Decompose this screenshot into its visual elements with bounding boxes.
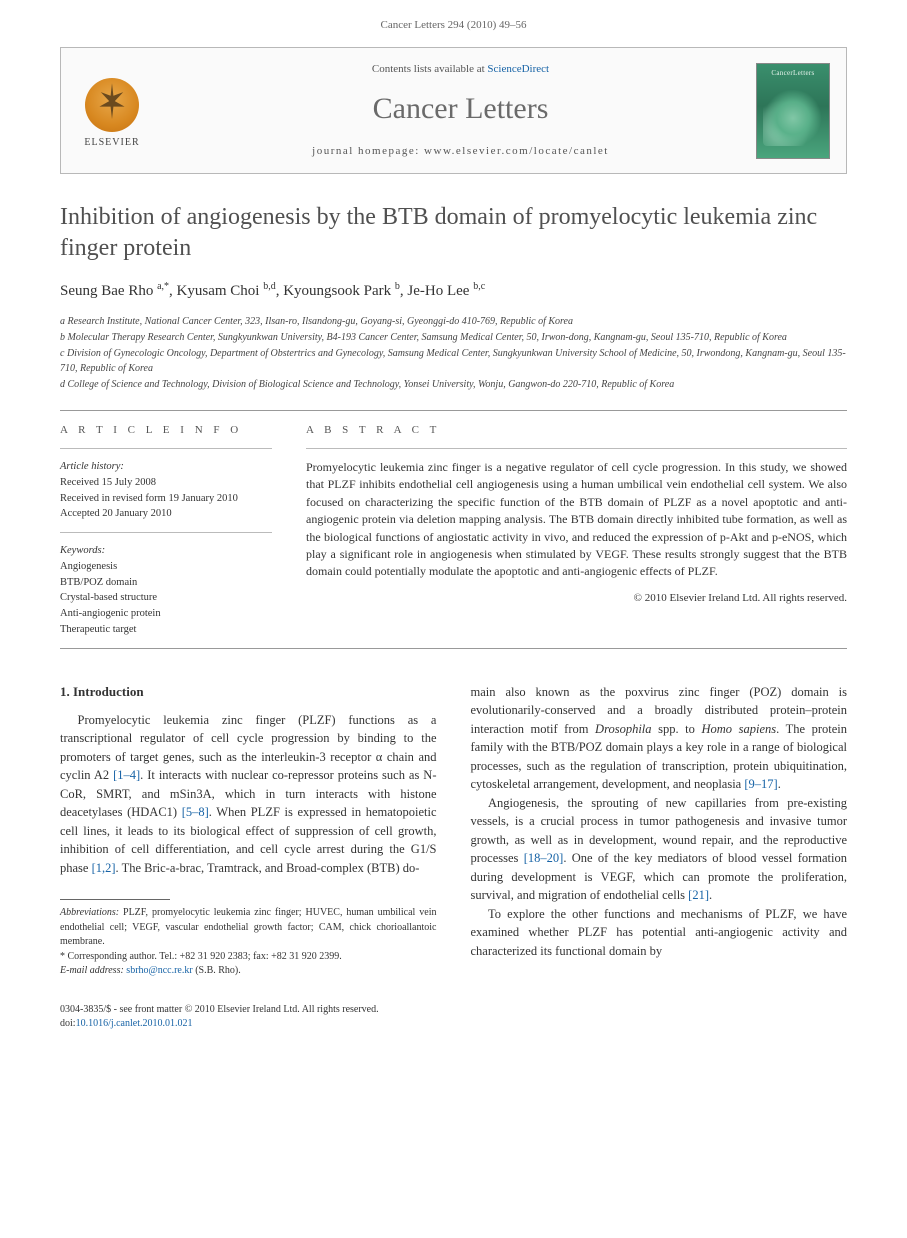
keyword: Therapeutic target: [60, 622, 272, 638]
banner-center: Contents lists available at ScienceDirec…: [165, 62, 756, 159]
elsevier-wordmark: ELSEVIER: [84, 136, 139, 150]
divider: [60, 648, 847, 649]
affiliation: d College of Science and Technology, Div…: [60, 377, 847, 392]
contents-available-line: Contents lists available at ScienceDirec…: [165, 62, 756, 77]
body-paragraphs: main also known as the poxvirus zinc fin…: [471, 683, 848, 961]
email-link[interactable]: sbrho@ncc.re.kr: [126, 965, 192, 976]
front-matter-line: 0304-3835/$ - see front matter © 2010 El…: [60, 1003, 379, 1017]
abstract-label: A B S T R A C T: [306, 423, 847, 438]
article-title: Inhibition of angiogenesis by the BTB do…: [60, 202, 847, 263]
affiliation: c Division of Gynecologic Oncology, Depa…: [60, 346, 847, 376]
footer-left: 0304-3835/$ - see front matter © 2010 El…: [60, 1003, 379, 1031]
contents-prefix: Contents lists available at: [372, 63, 487, 75]
authors-line: Seung Bae Rho a,*, Kyusam Choi b,d, Kyou…: [60, 280, 847, 302]
doi-prefix: doi:: [60, 1018, 76, 1029]
info-divider: [60, 532, 272, 533]
keyword: Crystal-based structure: [60, 590, 272, 606]
affiliation: a Research Institute, National Cancer Ce…: [60, 314, 847, 329]
corresponding-author-footnote: * Corresponding author. Tel.: +82 31 920…: [60, 950, 437, 965]
history-heading: Article history:: [60, 459, 272, 475]
history-line: Accepted 20 January 2010: [60, 506, 272, 522]
page-footer: 0304-3835/$ - see front matter © 2010 El…: [60, 1003, 847, 1031]
keywords-block: Keywords: Angiogenesis BTB/POZ domain Cr…: [60, 543, 272, 638]
section-number: 1.: [60, 684, 70, 699]
email-footnote: E-mail address: sbrho@ncc.re.kr (S.B. Rh…: [60, 964, 437, 979]
corr-label: * Corresponding author.: [60, 951, 157, 962]
body-two-column: 1. Introduction Promyelocytic leukemia z…: [60, 683, 847, 979]
footnote-rule: [60, 899, 170, 900]
footnotes: Abbreviations: PLZF, promyelocytic leuke…: [60, 906, 437, 979]
article-history: Article history: Received 15 July 2008 R…: [60, 459, 272, 522]
abstract-text: Promyelocytic leukemia zinc finger is a …: [306, 459, 847, 581]
elsevier-logo: ELSEVIER: [77, 72, 147, 150]
journal-homepage-line: journal homepage: www.elsevier.com/locat…: [165, 144, 756, 159]
body-paragraph: Promyelocytic leukemia zinc finger (PLZF…: [60, 711, 437, 878]
history-line: Received in revised form 19 January 2010: [60, 491, 272, 507]
email-suffix: (S.B. Rho).: [193, 965, 241, 976]
left-column: 1. Introduction Promyelocytic leukemia z…: [60, 683, 437, 979]
right-column: main also known as the poxvirus zinc fin…: [471, 683, 848, 979]
keyword: Anti-angiogenic protein: [60, 606, 272, 622]
sciencedirect-link[interactable]: ScienceDirect: [487, 63, 549, 75]
running-head: Cancer Letters 294 (2010) 49–56: [0, 0, 907, 47]
corr-text: Tel.: +82 31 920 2383; fax: +82 31 920 2…: [157, 951, 342, 962]
abbreviations-footnote: Abbreviations: PLZF, promyelocytic leuke…: [60, 906, 437, 950]
doi-link[interactable]: 10.1016/j.canlet.2010.01.021: [76, 1018, 193, 1029]
section-title: Introduction: [73, 684, 144, 699]
journal-cover-thumbnail: CancerLetters: [756, 63, 830, 159]
email-label: E-mail address:: [60, 965, 126, 976]
article-content: Inhibition of angiogenesis by the BTB do…: [0, 202, 907, 979]
info-divider: [60, 448, 272, 449]
cover-label: CancerLetters: [757, 69, 829, 79]
elsevier-tree-icon: [85, 78, 139, 132]
keyword: Angiogenesis: [60, 559, 272, 575]
keywords-heading: Keywords:: [60, 543, 272, 559]
abstract-copyright: © 2010 Elsevier Ireland Ltd. All rights …: [306, 591, 847, 606]
article-info-label: A R T I C L E I N F O: [60, 423, 272, 438]
abstract-column: A B S T R A C T Promyelocytic leukemia z…: [306, 423, 847, 638]
affiliation: b Molecular Therapy Research Center, Sun…: [60, 330, 847, 345]
history-line: Received 15 July 2008: [60, 475, 272, 491]
section-heading: 1. Introduction: [60, 683, 437, 701]
article-info-column: A R T I C L E I N F O Article history: R…: [60, 423, 272, 638]
affiliations-block: a Research Institute, National Cancer Ce…: [60, 314, 847, 392]
keyword: BTB/POZ domain: [60, 575, 272, 591]
divider: [60, 410, 847, 411]
abbrev-label: Abbreviations:: [60, 907, 119, 918]
info-divider: [306, 448, 847, 449]
doi-line: doi:10.1016/j.canlet.2010.01.021: [60, 1017, 379, 1031]
journal-banner: ELSEVIER Contents lists available at Sci…: [60, 47, 847, 174]
info-abstract-row: A R T I C L E I N F O Article history: R…: [60, 423, 847, 638]
journal-name: Cancer Letters: [165, 88, 756, 130]
